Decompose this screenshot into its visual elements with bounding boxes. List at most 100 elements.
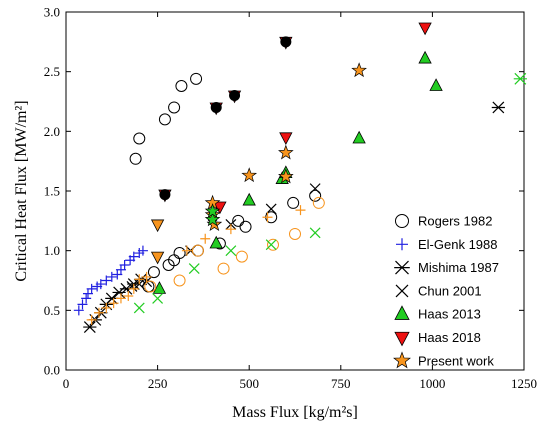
data-point bbox=[93, 307, 104, 318]
series-plus-extra bbox=[86, 205, 306, 325]
data-point bbox=[101, 275, 112, 286]
data-point bbox=[150, 251, 165, 265]
data-points bbox=[73, 22, 527, 333]
legend-item: Haas 2018 bbox=[394, 330, 481, 347]
y-axis-label: Critical Heat Flux [MW/m²] bbox=[13, 100, 30, 281]
data-point bbox=[106, 271, 117, 282]
series-el-genk-1988 bbox=[73, 245, 148, 316]
legend-item: Mishima 1987 bbox=[394, 260, 499, 275]
series-open-circle-extra bbox=[144, 196, 325, 293]
series-filled-circle-extra bbox=[159, 36, 292, 201]
data-point bbox=[137, 245, 148, 256]
y-tick-label: 0.5 bbox=[44, 303, 60, 318]
legend-marker bbox=[396, 238, 408, 251]
data-point bbox=[210, 101, 222, 113]
legend-marker bbox=[395, 214, 409, 228]
legend-item: Chun 2001 bbox=[395, 283, 482, 298]
data-point bbox=[152, 281, 167, 294]
x-tick-label: 0 bbox=[63, 376, 70, 391]
series-haas-2013 bbox=[152, 50, 443, 294]
data-point bbox=[229, 90, 241, 102]
axis-ticks: 0 250 500 750 1000 1250 0.0 0.5 1.0 1.5 2.0 2.5 3.0 bbox=[44, 5, 537, 392]
data-point bbox=[108, 298, 119, 309]
data-point bbox=[162, 258, 175, 271]
data-point bbox=[278, 168, 294, 184]
data-point bbox=[133, 132, 146, 145]
legend-label: Haas 2018 bbox=[418, 330, 481, 345]
data-point bbox=[128, 283, 139, 294]
data-point bbox=[278, 144, 294, 160]
data-point bbox=[190, 72, 203, 85]
data-point bbox=[101, 302, 112, 313]
data-point bbox=[242, 192, 256, 206]
data-point bbox=[513, 72, 527, 85]
data-point bbox=[173, 247, 186, 260]
data-point bbox=[188, 263, 200, 274]
data-point bbox=[213, 201, 227, 215]
data-point bbox=[235, 250, 248, 263]
data-point bbox=[217, 262, 230, 275]
y-tick-label: 2.5 bbox=[44, 64, 60, 79]
data-point bbox=[265, 203, 277, 215]
legend: Rogers 1982 El-Genk 1988 Mishima 1987 Chun … bbox=[393, 214, 499, 369]
data-point bbox=[418, 50, 432, 64]
data-point bbox=[81, 293, 92, 304]
data-point bbox=[191, 244, 204, 257]
legend-label: Present work bbox=[418, 353, 494, 368]
data-point bbox=[309, 189, 322, 202]
data-point bbox=[225, 245, 237, 257]
data-point bbox=[115, 293, 126, 304]
data-point bbox=[147, 266, 160, 279]
data-point bbox=[159, 189, 171, 201]
data-point bbox=[352, 130, 366, 144]
y-tick-label: 0.0 bbox=[44, 363, 60, 378]
data-point bbox=[77, 299, 88, 310]
data-point bbox=[129, 152, 142, 165]
data-point bbox=[204, 211, 221, 227]
data-point bbox=[168, 101, 181, 114]
data-point bbox=[262, 212, 273, 223]
data-point bbox=[83, 321, 97, 333]
legend-label: Mishima 1987 bbox=[418, 260, 499, 275]
series-haas-2018 bbox=[158, 22, 432, 215]
y-tick-label: 3.0 bbox=[44, 5, 60, 20]
series-rogers-1982 bbox=[129, 72, 322, 293]
data-point bbox=[126, 281, 138, 292]
data-point bbox=[150, 219, 165, 233]
data-point bbox=[133, 302, 145, 314]
x-tick-label: 750 bbox=[331, 376, 351, 391]
data-point bbox=[119, 259, 130, 270]
data-point bbox=[267, 238, 280, 251]
data-point bbox=[173, 274, 186, 287]
data-point bbox=[232, 214, 245, 227]
data-point bbox=[134, 274, 145, 285]
x-tick-label: 1000 bbox=[419, 376, 445, 391]
series-asterisk-extra bbox=[513, 72, 527, 85]
data-point bbox=[209, 235, 223, 249]
legend-label: El-Genk 1988 bbox=[418, 237, 498, 252]
legend-label: Rogers 1982 bbox=[418, 214, 492, 229]
data-point bbox=[225, 224, 236, 235]
x-tick-label: 500 bbox=[239, 376, 259, 391]
legend-item: Rogers 1982 bbox=[395, 214, 492, 229]
data-point bbox=[123, 291, 134, 302]
series-triangle-down-extra bbox=[150, 219, 165, 265]
data-point bbox=[95, 279, 106, 290]
data-point bbox=[491, 101, 505, 114]
data-point bbox=[152, 292, 164, 304]
data-point bbox=[287, 196, 300, 209]
legend-marker bbox=[394, 305, 410, 320]
data-point bbox=[295, 205, 306, 216]
data-point bbox=[144, 280, 157, 293]
data-point bbox=[241, 167, 258, 183]
data-point bbox=[141, 271, 152, 282]
data-point bbox=[309, 183, 321, 195]
y-tick-label: 1.5 bbox=[44, 184, 60, 199]
data-point bbox=[289, 227, 301, 240]
data-point bbox=[351, 62, 367, 78]
data-point bbox=[418, 22, 432, 36]
series-present-work bbox=[204, 62, 367, 232]
legend-label: Haas 2013 bbox=[418, 307, 481, 322]
data-point bbox=[279, 132, 293, 146]
